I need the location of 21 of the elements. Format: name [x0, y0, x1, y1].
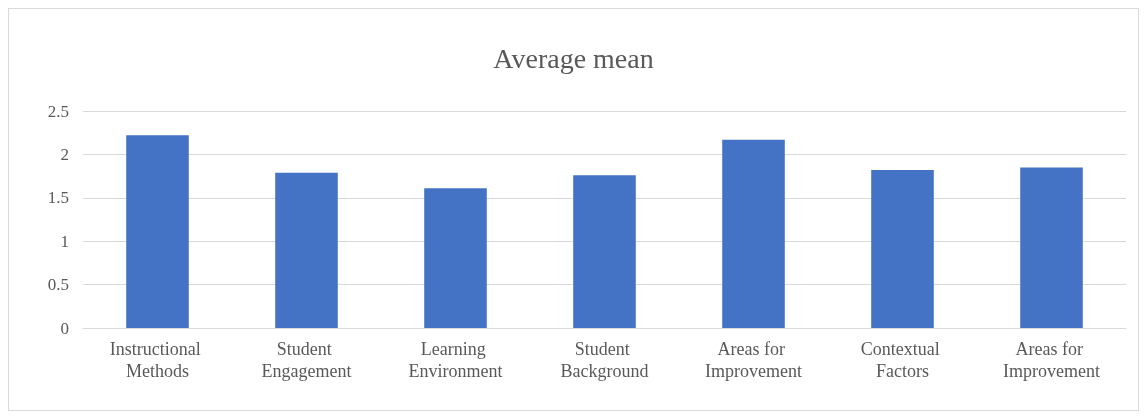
y-tick-label: 1	[60, 231, 69, 251]
x-tick-label: Areas for Improvement	[1003, 339, 1100, 381]
x-tick-label: Learning Environment	[408, 339, 503, 381]
y-tick-label: 1.5	[47, 188, 69, 208]
x-tick-label: Areas for Improvement	[705, 339, 802, 381]
chart-title: Average mean	[493, 42, 654, 74]
bar	[424, 188, 487, 328]
bar	[871, 170, 934, 328]
bar	[126, 135, 189, 328]
bar	[275, 172, 338, 328]
y-tick-label: 2.5	[47, 101, 69, 121]
x-tick-label: Student Background	[560, 339, 649, 381]
bar	[573, 175, 636, 328]
y-tick-label: 2	[60, 144, 69, 164]
x-tick-label: Contextual Factors	[860, 339, 945, 381]
x-tick-label: Student Engagement	[261, 339, 352, 381]
x-tick-label: Instructional Methods	[109, 339, 206, 381]
bar	[1020, 167, 1083, 328]
bar	[722, 139, 785, 328]
y-tick-label: 0	[60, 318, 69, 338]
y-tick-label: 0.5	[47, 275, 69, 295]
